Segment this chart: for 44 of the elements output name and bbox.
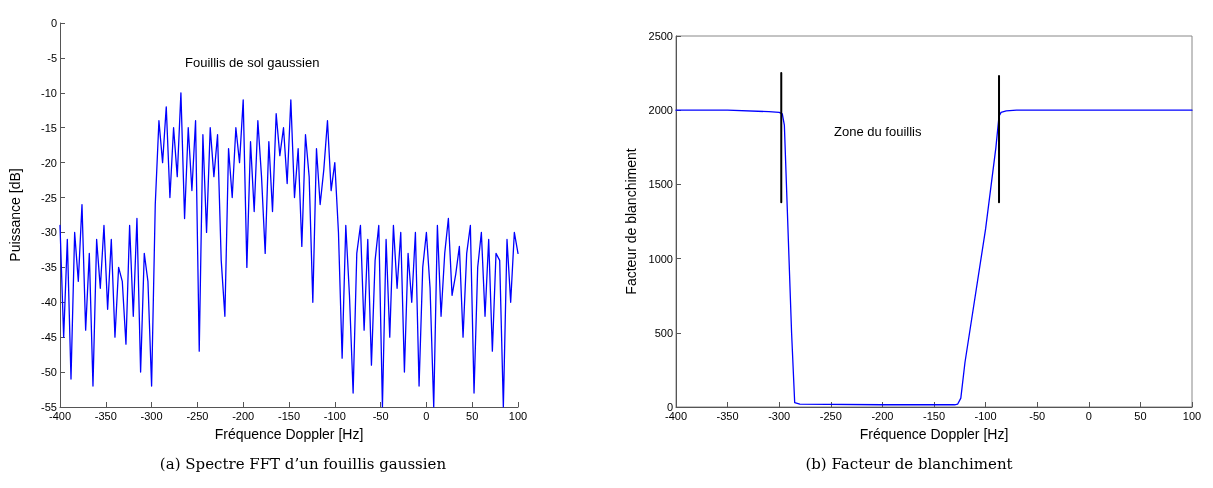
- y-tick-label: -50: [41, 366, 57, 379]
- y-tick-label: -15: [41, 121, 57, 134]
- x-tick-label: -300: [140, 409, 163, 422]
- x-tick-label: -50: [372, 409, 389, 422]
- annotation: Fouillis de sol gaussien: [185, 55, 320, 70]
- x-tick-label: 50: [466, 409, 479, 422]
- y-axis-title: Puissance [dB]: [7, 168, 23, 262]
- x-tick-label: -200: [232, 409, 255, 422]
- x-tick-label: -50: [1029, 409, 1046, 422]
- y-axis-title: Facteur de blanchiment: [622, 148, 639, 295]
- x-tick-label: -350: [94, 409, 117, 422]
- x-axis-title: Fréquence Doppler [Hz]: [214, 426, 364, 442]
- x-tick-label: -150: [277, 409, 301, 422]
- x-tick-label: -350: [716, 409, 739, 422]
- y-tick-label: 2500: [648, 30, 673, 42]
- y-tick-label: -20: [41, 156, 57, 169]
- y-tick-label: -25: [41, 191, 57, 204]
- x-tick-label: 0: [423, 409, 430, 422]
- y-tick-label: 1500: [648, 178, 673, 191]
- y-tick-label: 0: [50, 17, 57, 29]
- x-axis-title: Fréquence Doppler [Hz]: [859, 426, 1009, 442]
- text: (a) Spectre FFT d’un fouillis gaussien: [159, 454, 447, 473]
- y-tick-label: 2000: [648, 104, 673, 117]
- x-tick-label: -150: [922, 409, 946, 422]
- text: (b) Facteur de blanchiment: [805, 454, 1013, 473]
- y-tick-label: -10: [41, 86, 57, 99]
- x-tick-label: -300: [768, 409, 791, 422]
- x-tick-label: 0: [1085, 409, 1092, 422]
- x-tick-label: 100: [508, 409, 528, 422]
- annotation: Zone du fouillis: [834, 124, 922, 139]
- x-tick-label: -100: [323, 409, 346, 422]
- x-tick-label: -250: [186, 409, 209, 422]
- x-tick-label: -200: [871, 409, 894, 422]
- x-tick-label: 100: [1182, 409, 1202, 422]
- y-tick-label: -40: [41, 296, 57, 309]
- y-tick-label: -45: [41, 331, 57, 344]
- y-tick-label: 1000: [648, 252, 673, 265]
- y-tick-label: -5: [47, 51, 57, 64]
- x-tick-label: -100: [974, 409, 997, 422]
- y-tick-label: -30: [41, 226, 57, 239]
- x-tick-label: -250: [819, 409, 842, 422]
- y-tick-label: -35: [41, 261, 57, 274]
- x-tick-label: 50: [1134, 409, 1147, 422]
- y-tick-label: 500: [654, 326, 673, 339]
